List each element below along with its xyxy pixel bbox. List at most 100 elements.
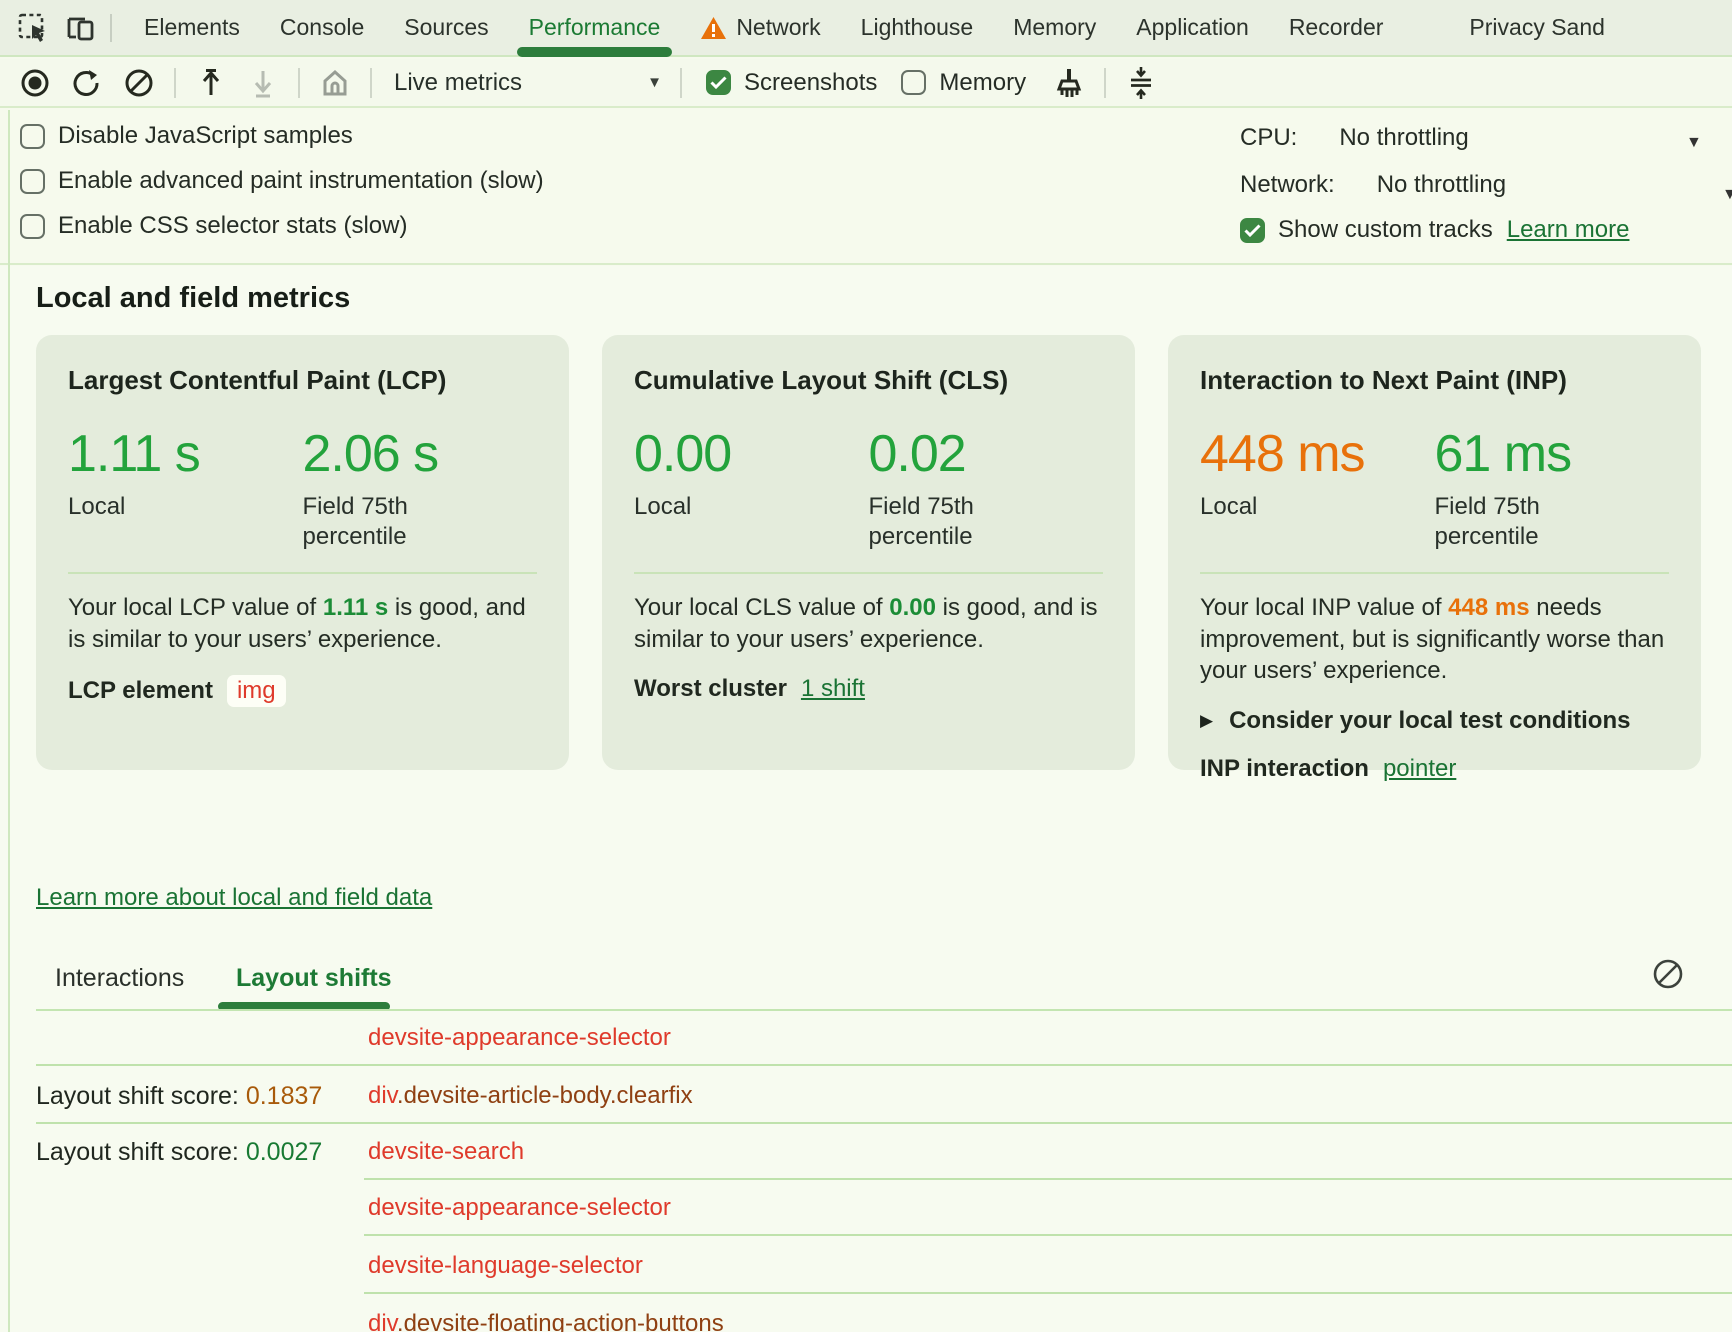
cpu-label: CPU:	[1240, 124, 1298, 151]
card-description: Your local CLS value of 0.00 is good, an…	[634, 594, 1098, 653]
upload-profile-icon[interactable]	[194, 66, 228, 100]
layout-shift-score: Layout shift score: 0.1837	[36, 1082, 323, 1110]
tab-label: Privacy Sand	[1469, 14, 1605, 40]
collapse-panel-icon[interactable]	[1124, 66, 1158, 100]
log-tabs: Interactions Layout shifts	[0, 946, 1732, 1011]
tab-network[interactable]: Network	[680, 0, 840, 55]
disclosure-label: Consider your local test conditions	[1229, 707, 1631, 735]
metric-cards: Largest Contentful Paint (LCP) 1.11 s Lo…	[36, 335, 1701, 782]
row-divider	[36, 1064, 1732, 1066]
row-divider	[364, 1178, 1732, 1180]
dropdown-label: Live metrics	[394, 68, 523, 96]
checkbox-unchecked-icon	[20, 123, 45, 149]
tab-performance[interactable]: Performance	[509, 0, 681, 57]
record-icon[interactable]	[18, 66, 52, 100]
table-row[interactable]: Layout shift score: 0.0027 devsite-searc…	[0, 1124, 1732, 1180]
custom-tracks-row: Show custom tracks Learn more	[1240, 216, 1629, 244]
node-link[interactable]: div.devsite-floating-action-buttons	[368, 1310, 724, 1332]
reload-icon[interactable]	[70, 66, 104, 100]
advanced-paint-checkbox[interactable]: Enable advanced paint instrumentation (s…	[20, 167, 544, 195]
node-link[interactable]: devsite-appearance-selector	[368, 1194, 671, 1221]
live-metrics-view: Local and field metrics Largest Contentf…	[0, 266, 1732, 1332]
toolbar-separator	[298, 67, 300, 98]
table-row[interactable]: devsite-language-selector	[0, 1238, 1732, 1294]
screenshots-checkbox[interactable]: Screenshots	[706, 69, 877, 97]
card-description: Your local LCP value of 1.11 s is good, …	[68, 594, 526, 653]
table-row[interactable]: devsite-appearance-selector	[0, 1010, 1732, 1066]
tab-label: Network	[736, 14, 821, 40]
lcp-element-label: LCP element	[68, 677, 213, 705]
chevron-down-icon: ▼	[647, 74, 662, 91]
node-link[interactable]: devsite-language-selector	[368, 1252, 643, 1279]
local-value: 448 ms	[1200, 425, 1366, 483]
tab-label: Application	[1136, 14, 1249, 40]
capture-settings-checkboxes: Disable JavaScript samples Enable advanc…	[20, 122, 544, 240]
card-divider	[68, 572, 537, 574]
panel-left-border	[8, 110, 10, 1332]
local-value: 0.00	[634, 425, 732, 483]
network-throttling-select[interactable]: Network: No throttling	[1240, 171, 1506, 199]
history-dropdown[interactable]: Live metrics ▼	[394, 69, 662, 97]
tab-interactions[interactable]: Interactions	[55, 964, 185, 992]
field-label: Field 75th percentile	[302, 493, 408, 550]
checkbox-label: Enable CSS selector stats (slow)	[58, 212, 408, 239]
checkbox-label: Disable JavaScript samples	[58, 122, 353, 149]
tab-elements[interactable]: Elements	[124, 0, 260, 55]
table-row[interactable]: devsite-appearance-selector	[0, 1180, 1732, 1236]
tab-memory[interactable]: Memory	[993, 0, 1116, 55]
screenshots-label: Screenshots	[744, 68, 878, 96]
home-icon[interactable]	[318, 66, 352, 100]
checkbox-unchecked-icon	[20, 213, 45, 239]
tab-lighthouse[interactable]: Lighthouse	[841, 0, 994, 55]
worst-cluster-link[interactable]: 1 shift	[800, 675, 865, 703]
local-label: Local	[1200, 493, 1258, 520]
device-toolbar-icon[interactable]	[64, 11, 98, 45]
custom-tracks-label: Show custom tracks	[1278, 216, 1493, 243]
field-label: Field 75th percentile	[868, 493, 974, 550]
tab-label: Sources	[404, 14, 489, 40]
node-link[interactable]: devsite-appearance-selector	[368, 1024, 671, 1051]
tab-application[interactable]: Application	[1116, 0, 1269, 55]
local-label: Local	[68, 493, 126, 520]
tab-sources[interactable]: Sources	[384, 0, 508, 55]
download-profile-icon[interactable]	[246, 66, 280, 100]
metric-card-cls: Cumulative Layout Shift (CLS) 0.00 Local…	[602, 335, 1135, 770]
tab-label: Lighthouse	[860, 14, 974, 40]
active-tab-underline	[516, 47, 673, 57]
inp-interaction-link[interactable]: pointer	[1382, 755, 1457, 783]
table-row[interactable]: Layout shift score: 0.1837 div.devsite-a…	[0, 1068, 1732, 1124]
local-test-conditions-disclosure[interactable]: ▶ Consider your local test conditions	[1200, 707, 1669, 735]
local-value: 1.11 s	[68, 425, 201, 483]
tab-recorder[interactable]: Recorder	[1269, 0, 1404, 55]
disable-js-samples-checkbox[interactable]: Disable JavaScript samples	[20, 122, 544, 150]
css-selector-stats-checkbox[interactable]: Enable CSS selector stats (slow)	[20, 212, 544, 240]
worst-cluster-label: Worst cluster	[634, 675, 787, 703]
cpu-throttling-select[interactable]: CPU: No throttling	[1240, 124, 1469, 152]
field-label: Field 75th percentile	[1434, 493, 1540, 550]
clear-icon[interactable]	[122, 66, 156, 100]
tab-label: Elements	[144, 14, 240, 40]
clear-log-icon[interactable]	[1652, 958, 1684, 990]
tab-layout-shifts[interactable]: Layout shifts	[236, 964, 392, 992]
tab-label: Memory	[1013, 14, 1097, 40]
tab-privacy-sandbox[interactable]: Privacy Sand	[1449, 0, 1625, 55]
table-row[interactable]: div.devsite-floating-action-buttons	[0, 1296, 1732, 1332]
custom-tracks-learn-more-link[interactable]: Learn more	[1506, 216, 1630, 243]
gc-brush-icon[interactable]	[1052, 66, 1086, 100]
cpu-chevron-down-icon: ▼	[1686, 134, 1702, 151]
lcp-element-node-chip[interactable]: img	[226, 675, 286, 708]
node-link[interactable]: div.devsite-article-body.clearfix	[368, 1082, 693, 1109]
cpu-value: No throttling	[1339, 124, 1469, 151]
memory-checkbox[interactable]: Memory	[901, 69, 1026, 97]
field-data-learn-more-link[interactable]: Learn more about local and field data	[36, 884, 433, 911]
node-link[interactable]: devsite-search	[368, 1138, 525, 1165]
disclosure-triangle-icon: ▶	[1200, 711, 1214, 731]
inspect-element-icon[interactable]	[16, 11, 50, 45]
checkbox-label: Enable advanced paint instrumentation (s…	[58, 167, 544, 194]
toolbar-separator	[370, 67, 372, 98]
card-title: Cumulative Layout Shift (CLS)	[634, 365, 1009, 395]
checkbox-checked-icon	[706, 70, 731, 95]
tab-console[interactable]: Console	[260, 0, 384, 55]
show-custom-tracks-checkbox[interactable]: Show custom tracks	[1240, 216, 1493, 244]
